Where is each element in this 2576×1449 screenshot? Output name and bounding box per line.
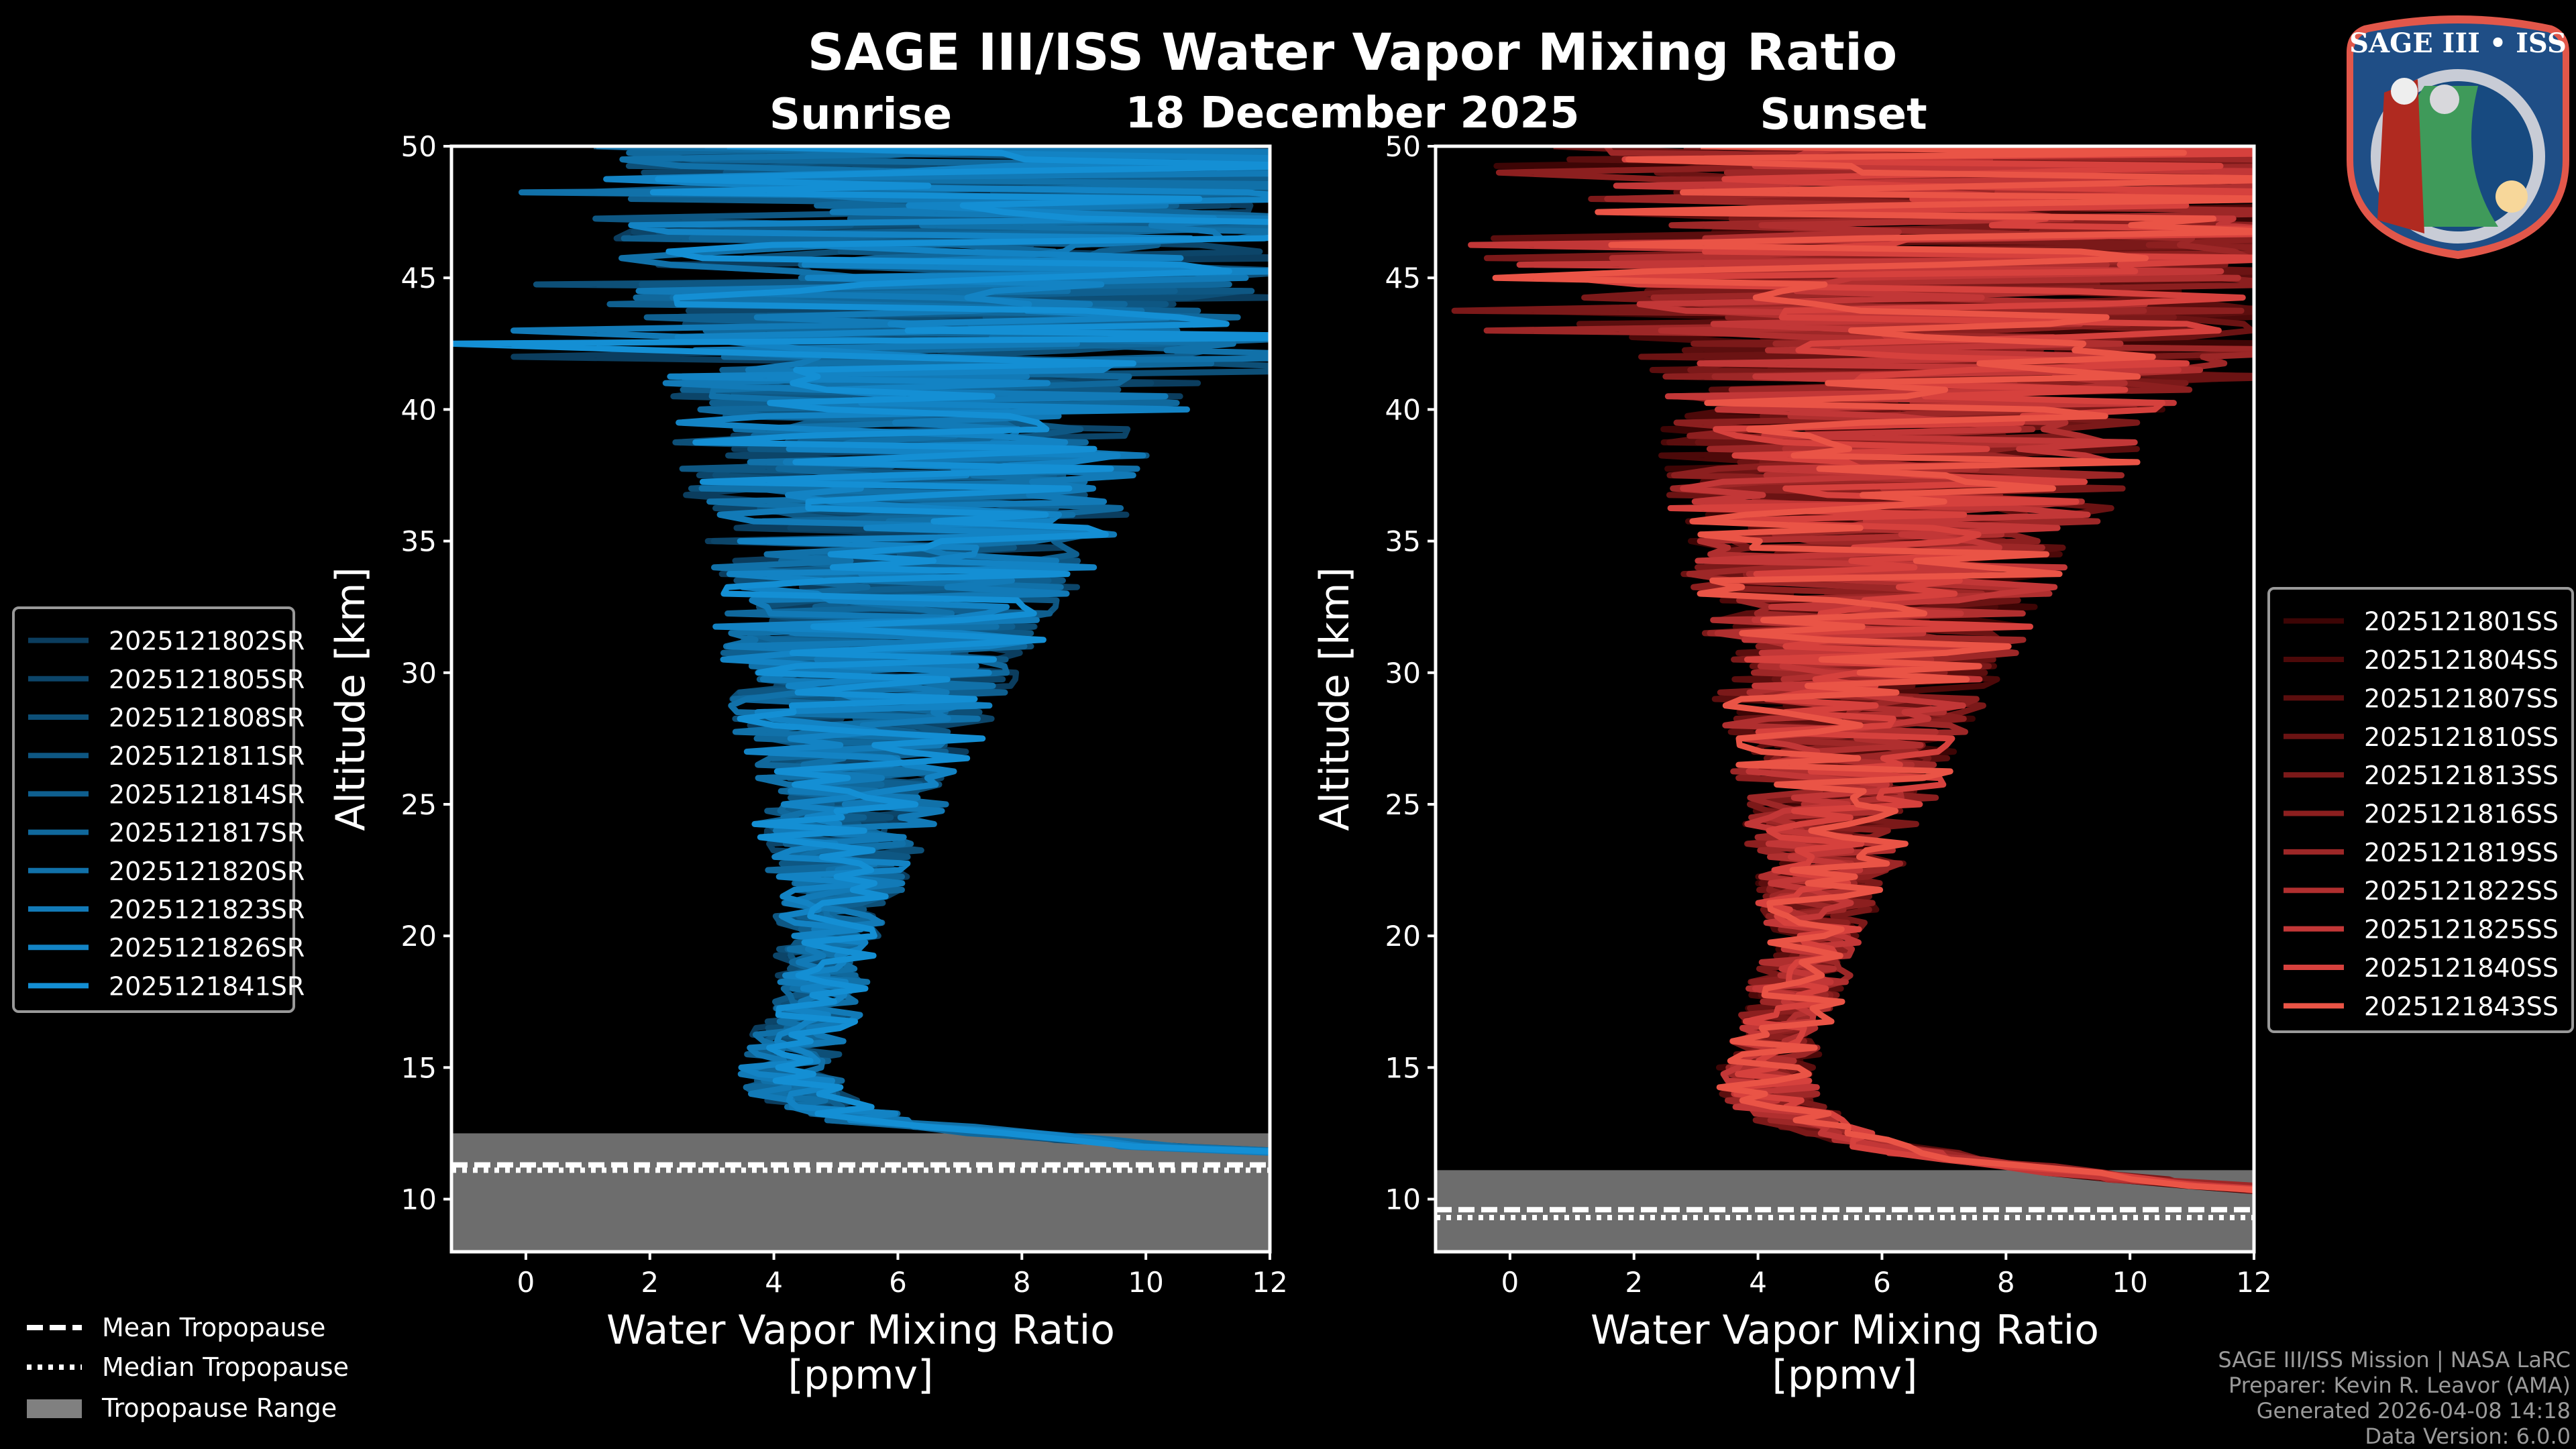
credit-preparer: Preparer: Kevin R. Leavor (AMA) <box>2229 1373 2571 1398</box>
plot-area <box>451 146 1270 1252</box>
x-tick-label: 2 <box>1625 1266 1643 1299</box>
legend-label: 2025121820SR <box>109 857 305 886</box>
credits: SAGE III/ISS Mission | NASA LaRC Prepare… <box>2218 1347 2571 1449</box>
legend-label: 2025121841SR <box>109 971 305 1001</box>
x-tick-label: 12 <box>1252 1266 1287 1299</box>
x-tick-label: 6 <box>1873 1266 1891 1299</box>
credit-mission: SAGE III/ISS Mission | NASA LaRC <box>2218 1347 2571 1373</box>
logo-text: SAGE III • ISS <box>2349 28 2567 59</box>
legend-box <box>2267 587 2574 1033</box>
y-axis-label: Altitude [km] <box>1311 567 1358 831</box>
tropopause-range-label: Tropopause Range <box>101 1393 337 1423</box>
legend-label: 2025121825SS <box>2364 915 2559 945</box>
median-tropopause-label: Median Tropopause <box>102 1352 349 1382</box>
tropopause-legend: Mean Tropopause Median Tropopause Tropop… <box>27 1313 349 1423</box>
legend-label: 2025121826SR <box>109 933 305 963</box>
x-tick-label: 8 <box>1997 1266 2015 1299</box>
legend-label: 2025121801SS <box>2364 607 2559 637</box>
legend-label: 2025121810SS <box>2364 722 2559 752</box>
y-tick-label: 50 <box>1385 130 1421 163</box>
tropopause-range-band <box>1436 1170 2254 1252</box>
profile-line-2025121820SR <box>518 146 1270 1154</box>
y-tick-label: 45 <box>1385 262 1421 294</box>
x-tick-label: 8 <box>1013 1266 1031 1299</box>
credit-generated: Generated 2026-04-08 14:18 <box>2257 1398 2571 1424</box>
legend-label: 2025121843SS <box>2364 991 2559 1021</box>
y-tick-label: 30 <box>401 657 437 690</box>
legend-label: 2025121804SS <box>2364 645 2559 675</box>
y-tick-label: 35 <box>401 525 437 558</box>
sunset-legend: 2025121801SS 2025121804SS 2025121807SS 2025… <box>2267 587 2574 1033</box>
legend-label: 2025121822SS <box>2364 876 2559 906</box>
axes-frame <box>449 144 1272 1254</box>
sage-iii-iss-logo: SAGE III • ISS <box>2347 15 2569 259</box>
y-tick-label: 40 <box>1385 393 1421 426</box>
legend-label: 2025121840SS <box>2364 953 2559 983</box>
legend-label: 2025121802SR <box>109 627 305 656</box>
figure-title: SAGE III/ISS Water Vapor Mixing Ratio <box>808 22 1898 82</box>
y-tick-label: 40 <box>401 393 437 426</box>
y-tick-label: 20 <box>1385 920 1421 953</box>
tropopause-range-band <box>451 1133 1270 1252</box>
x-tick-label: 12 <box>2236 1266 2271 1299</box>
y-tick-label: 10 <box>1385 1183 1421 1216</box>
legend-label: 2025121819SS <box>2364 838 2559 867</box>
y-tick-label: 30 <box>1385 657 1421 690</box>
legend-label: 2025121817SR <box>109 818 305 848</box>
y-tick-label: 45 <box>401 262 437 294</box>
x-tick-label: 10 <box>1128 1266 1163 1299</box>
x-axis-label: Water Vapor Mixing Ratio <box>606 1307 1115 1354</box>
legend-label: 2025121807SS <box>2364 684 2559 713</box>
y-tick-label: 25 <box>401 788 437 821</box>
sunrise-legend: 2025121802SR 2025121805SR 2025121808SR 2025… <box>12 606 305 1013</box>
x-tick-label: 4 <box>765 1266 783 1299</box>
x-axis-units: [ppmv] <box>788 1352 934 1399</box>
y-tick-label: 10 <box>401 1183 437 1216</box>
plot-area <box>1436 146 2254 1252</box>
x-axis-units: [ppmv] <box>1772 1352 1918 1399</box>
y-axis-label: Altitude [km] <box>327 567 374 831</box>
y-tick-label: 50 <box>401 130 437 163</box>
legend-label: 2025121811SR <box>109 741 305 771</box>
legend-label: 2025121823SR <box>109 895 305 924</box>
credit-version: Data Version: 6.0.0 <box>2365 1424 2571 1449</box>
tropopause-range-swatch <box>27 1399 82 1418</box>
sunset-panel: 0 2 4 6 8 10 12 10 15 20 25 30 35 40 45 50 Water Vapor M… <box>1311 130 2272 1399</box>
legend-label: 2025121805SR <box>109 665 305 694</box>
x-axis-label: Water Vapor Mixing Ratio <box>1591 1307 2099 1354</box>
x-tick-label: 0 <box>1501 1266 1519 1299</box>
profile-line-2025121841SR <box>451 146 1270 1155</box>
y-tick-label: 20 <box>401 920 437 953</box>
profile-line-2025121843SS <box>1492 146 2254 1193</box>
y-tick-label: 15 <box>401 1051 437 1084</box>
x-tick-label: 2 <box>641 1266 659 1299</box>
x-tick-label: 0 <box>517 1266 535 1299</box>
date-title: 18 December 2025 <box>1125 89 1579 138</box>
x-tick-label: 10 <box>2112 1266 2147 1299</box>
legend-label: 2025121808SR <box>109 703 305 733</box>
sunset-title: Sunset <box>1760 90 1927 140</box>
legend-label: 2025121814SR <box>109 780 305 809</box>
y-tick-label: 25 <box>1385 788 1421 821</box>
mean-tropopause-label: Mean Tropopause <box>102 1313 325 1342</box>
x-tick-label: 6 <box>889 1266 907 1299</box>
x-tick-label: 4 <box>1749 1266 1767 1299</box>
y-tick-label: 15 <box>1385 1051 1421 1084</box>
legend-label: 2025121816SS <box>2364 800 2559 829</box>
axes-frame <box>1434 144 2256 1254</box>
sunrise-panel: 0 2 4 6 8 10 12 10 15 20 25 30 35 40 45 50 Water Vapor M… <box>327 130 1288 1399</box>
sunrise-title: Sunrise <box>769 90 952 140</box>
legend-label: 2025121813SS <box>2364 761 2559 790</box>
y-tick-label: 35 <box>1385 525 1421 558</box>
